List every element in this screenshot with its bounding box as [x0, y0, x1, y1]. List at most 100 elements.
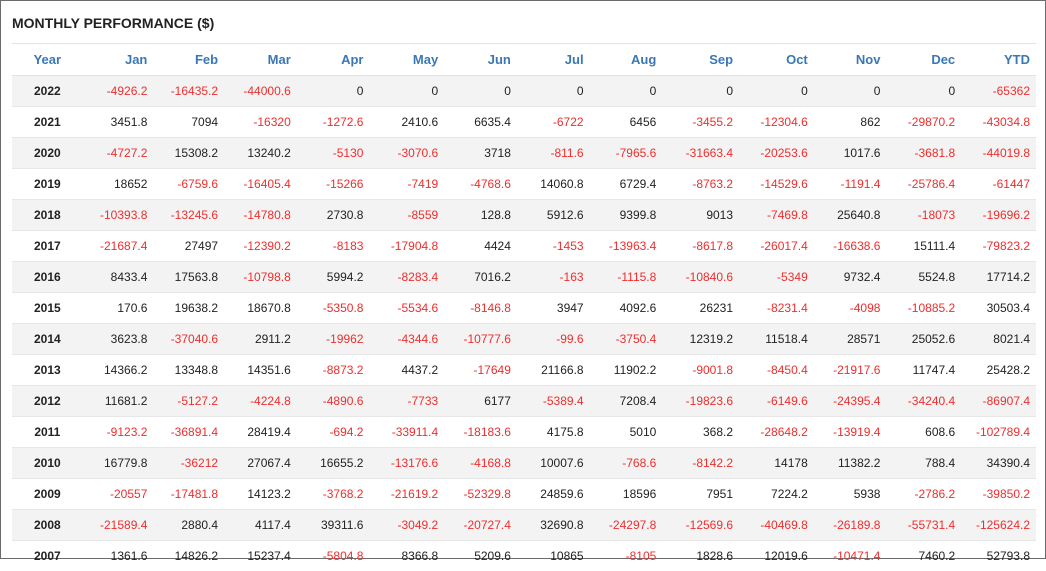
- column-header-jun[interactable]: Jun: [444, 44, 517, 76]
- value-cell: -36891.4: [153, 417, 224, 448]
- value-cell: -40469.8: [739, 510, 814, 541]
- column-header-oct[interactable]: Oct: [739, 44, 814, 76]
- value-cell: -13245.6: [153, 200, 224, 231]
- value-cell: -125624.2: [961, 510, 1036, 541]
- column-header-aug[interactable]: Aug: [590, 44, 663, 76]
- value-cell: -18183.6: [444, 417, 517, 448]
- value-cell: -5804.8: [297, 541, 370, 571]
- value-cell: -7733: [369, 386, 444, 417]
- value-cell: 17563.8: [153, 262, 224, 293]
- column-header-may[interactable]: May: [369, 44, 444, 76]
- column-header-sep[interactable]: Sep: [662, 44, 739, 76]
- panel-title: MONTHLY PERFORMANCE ($): [12, 15, 214, 31]
- value-cell: 2730.8: [297, 200, 370, 231]
- column-header-jul[interactable]: Jul: [517, 44, 590, 76]
- value-cell: 13348.8: [153, 355, 224, 386]
- value-cell: 11902.2: [590, 355, 663, 386]
- value-cell: -3049.2: [369, 510, 444, 541]
- value-cell: 14366.2: [83, 355, 154, 386]
- value-cell: 26231: [662, 293, 739, 324]
- value-cell: 27497: [153, 231, 224, 262]
- year-cell: 2019: [12, 169, 83, 200]
- value-cell: -10393.8: [83, 200, 154, 231]
- value-cell: -1272.6: [297, 107, 370, 138]
- value-cell: 15111.4: [886, 231, 961, 262]
- value-cell: 5994.2: [297, 262, 370, 293]
- value-cell: -13963.4: [590, 231, 663, 262]
- value-cell: -4224.8: [224, 386, 297, 417]
- monthly-performance-panel: MONTHLY PERFORMANCE ($) Year Jan Feb Mar…: [0, 0, 1046, 559]
- value-cell: -28648.2: [739, 417, 814, 448]
- column-header-jan[interactable]: Jan: [83, 44, 154, 76]
- value-cell: 9013: [662, 200, 739, 231]
- value-cell: 4437.2: [369, 355, 444, 386]
- value-cell: -17904.8: [369, 231, 444, 262]
- value-cell: -4168.8: [444, 448, 517, 479]
- value-cell: -18073: [886, 200, 961, 231]
- value-cell: -768.6: [590, 448, 663, 479]
- value-cell: 12319.2: [662, 324, 739, 355]
- value-cell: 4117.4: [224, 510, 297, 541]
- value-cell: 170.6: [83, 293, 154, 324]
- year-cell: 2007: [12, 541, 83, 571]
- value-cell: 10865: [517, 541, 590, 571]
- value-cell: 0: [297, 76, 370, 107]
- year-cell: 2017: [12, 231, 83, 262]
- value-cell: -5389.4: [517, 386, 590, 417]
- column-header-mar[interactable]: Mar: [224, 44, 297, 76]
- value-cell: -13919.4: [814, 417, 887, 448]
- value-cell: 7094: [153, 107, 224, 138]
- value-cell: 5010: [590, 417, 663, 448]
- value-cell: -25786.4: [886, 169, 961, 200]
- value-cell: 1361.6: [83, 541, 154, 571]
- value-cell: -4098: [814, 293, 887, 324]
- value-cell: 16655.2: [297, 448, 370, 479]
- value-cell: -8763.2: [662, 169, 739, 200]
- value-cell: 4424: [444, 231, 517, 262]
- value-cell: 10007.6: [517, 448, 590, 479]
- value-cell: -16638.6: [814, 231, 887, 262]
- value-cell: 4175.8: [517, 417, 590, 448]
- column-header-apr[interactable]: Apr: [297, 44, 370, 76]
- year-cell: 2012: [12, 386, 83, 417]
- value-cell: 788.4: [886, 448, 961, 479]
- value-cell: 28571: [814, 324, 887, 355]
- column-header-ytd[interactable]: YTD: [961, 44, 1036, 76]
- value-cell: 17714.2: [961, 262, 1036, 293]
- value-cell: -4890.6: [297, 386, 370, 417]
- column-header-dec[interactable]: Dec: [886, 44, 961, 76]
- value-cell: -2786.2: [886, 479, 961, 510]
- value-cell: -21917.6: [814, 355, 887, 386]
- value-cell: 18670.8: [224, 293, 297, 324]
- value-cell: 11382.2: [814, 448, 887, 479]
- value-cell: 3623.8: [83, 324, 154, 355]
- value-cell: -8231.4: [739, 293, 814, 324]
- value-cell: -26017.4: [739, 231, 814, 262]
- value-cell: 0: [369, 76, 444, 107]
- value-cell: -65362: [961, 76, 1036, 107]
- value-cell: -14529.6: [739, 169, 814, 200]
- value-cell: -99.6: [517, 324, 590, 355]
- value-cell: 3451.8: [83, 107, 154, 138]
- value-cell: -14780.8: [224, 200, 297, 231]
- value-cell: -39850.2: [961, 479, 1036, 510]
- value-cell: 15308.2: [153, 138, 224, 169]
- value-cell: 5209.6: [444, 541, 517, 571]
- value-cell: -86907.4: [961, 386, 1036, 417]
- value-cell: -6759.6: [153, 169, 224, 200]
- value-cell: 1828.6: [662, 541, 739, 571]
- value-cell: -34240.4: [886, 386, 961, 417]
- value-cell: -9001.8: [662, 355, 739, 386]
- value-cell: 39311.6: [297, 510, 370, 541]
- column-header-feb[interactable]: Feb: [153, 44, 224, 76]
- value-cell: 0: [517, 76, 590, 107]
- value-cell: -12304.6: [739, 107, 814, 138]
- column-header-nov[interactable]: Nov: [814, 44, 887, 76]
- value-cell: 12019.6: [739, 541, 814, 571]
- column-header-year[interactable]: Year: [12, 44, 83, 76]
